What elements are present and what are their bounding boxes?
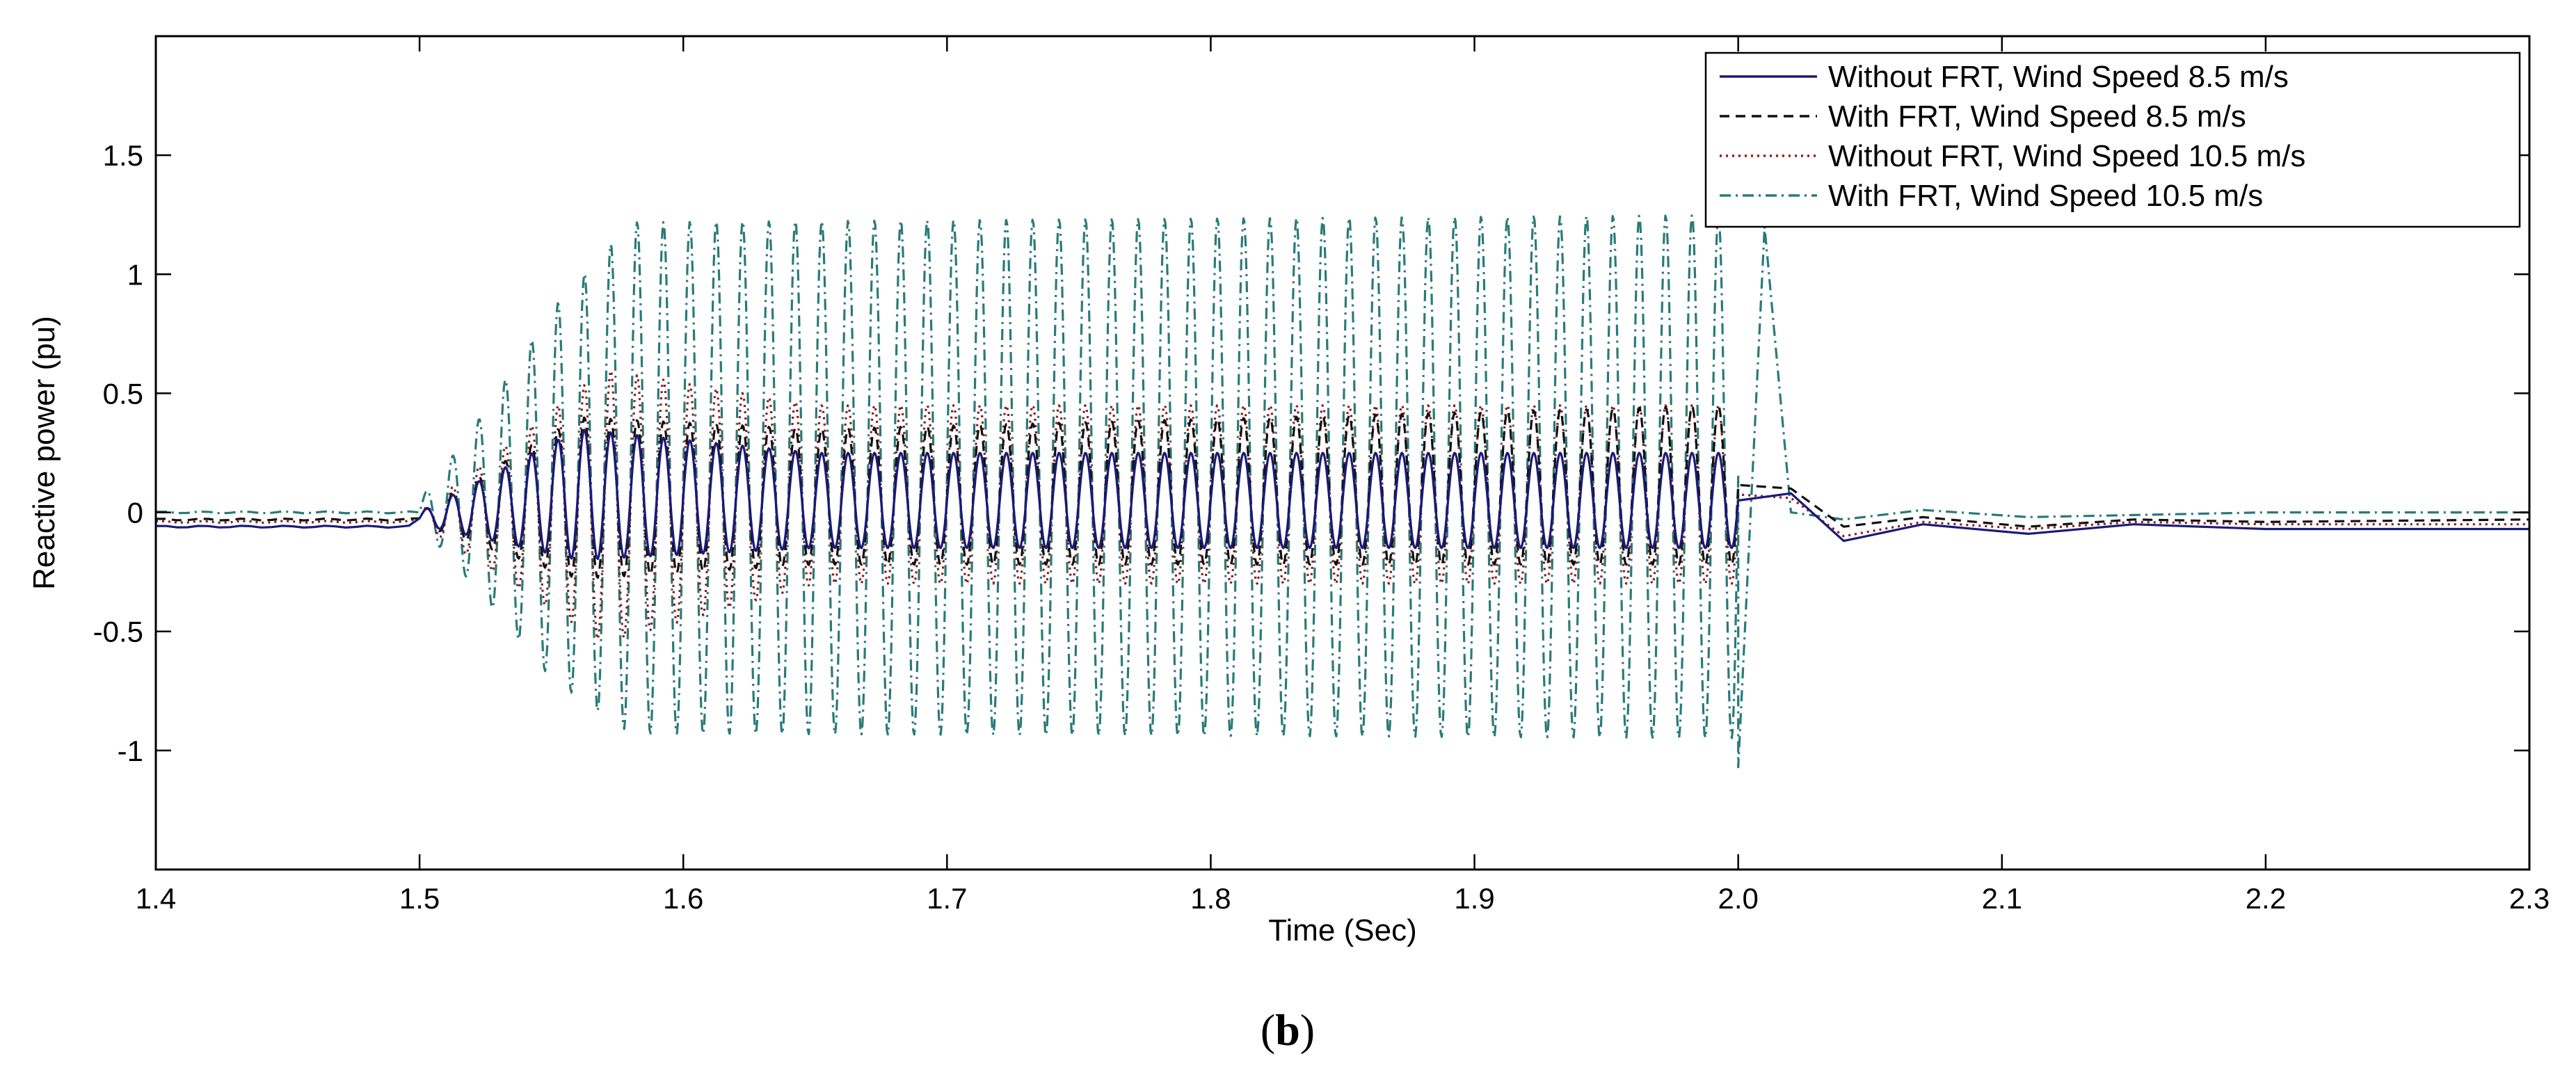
series-line-1 bbox=[156, 429, 2529, 560]
x-tick-label: 1.5 bbox=[399, 882, 440, 915]
y-axis-ticks: -1 -0.5 0 0.5 1 1.5 bbox=[93, 139, 2529, 767]
x-axis-label: Time (Sec) bbox=[1268, 913, 1417, 947]
legend-label-4: With FRT, Wind Speed 10.5 m/s bbox=[1828, 179, 2263, 213]
x-tick-label: 1.6 bbox=[663, 882, 703, 915]
y-axis-label: Reactive power (pu) bbox=[27, 316, 61, 590]
x-axis-ticks: 1.4 1.5 1.6 1.7 1.8 1.9 2.0 2.1 2.2 2.3 bbox=[136, 36, 2550, 915]
y-tick-label: 1.5 bbox=[103, 139, 143, 172]
series-layer bbox=[156, 214, 2529, 769]
legend-label-2: With FRT, Wind Speed 8.5 m/s bbox=[1828, 99, 2246, 134]
x-tick-label: 2.2 bbox=[2246, 882, 2286, 915]
legend-label-3: Without FRT, Wind Speed 10.5 m/s bbox=[1828, 139, 2305, 173]
series-line-2 bbox=[156, 404, 2529, 579]
figure-caption: (b) bbox=[1261, 1005, 1315, 1055]
x-tick-label: 1.8 bbox=[1190, 882, 1231, 915]
y-tick-label: 0.5 bbox=[103, 377, 143, 410]
plot-area-frame bbox=[154, 35, 2531, 871]
legend-box bbox=[1704, 51, 2521, 228]
y-tick-label: -1 bbox=[118, 735, 143, 767]
x-tick-label: 2.3 bbox=[2509, 882, 2550, 915]
y-tick-label: -0.5 bbox=[93, 616, 143, 648]
y-tick-label: 0 bbox=[127, 497, 143, 529]
x-tick-label: 2.0 bbox=[1718, 882, 1758, 915]
y-tick-label: 1 bbox=[127, 258, 143, 291]
caption-open-paren: ( bbox=[1261, 1005, 1275, 1055]
x-tick-label: 1.4 bbox=[136, 882, 176, 915]
legend-label-1: Without FRT, Wind Speed 8.5 m/s bbox=[1828, 60, 2289, 94]
x-tick-label: 2.1 bbox=[1982, 882, 2022, 915]
x-tick-label: 1.7 bbox=[927, 882, 967, 915]
series-line-3 bbox=[156, 369, 2529, 641]
legend: Without FRT, Wind Speed 8.5 m/s With FRT,… bbox=[1704, 51, 2521, 228]
caption-close-paren: ) bbox=[1300, 1005, 1315, 1055]
caption-letter: b bbox=[1275, 1005, 1300, 1055]
x-tick-label: 1.9 bbox=[1454, 882, 1494, 915]
